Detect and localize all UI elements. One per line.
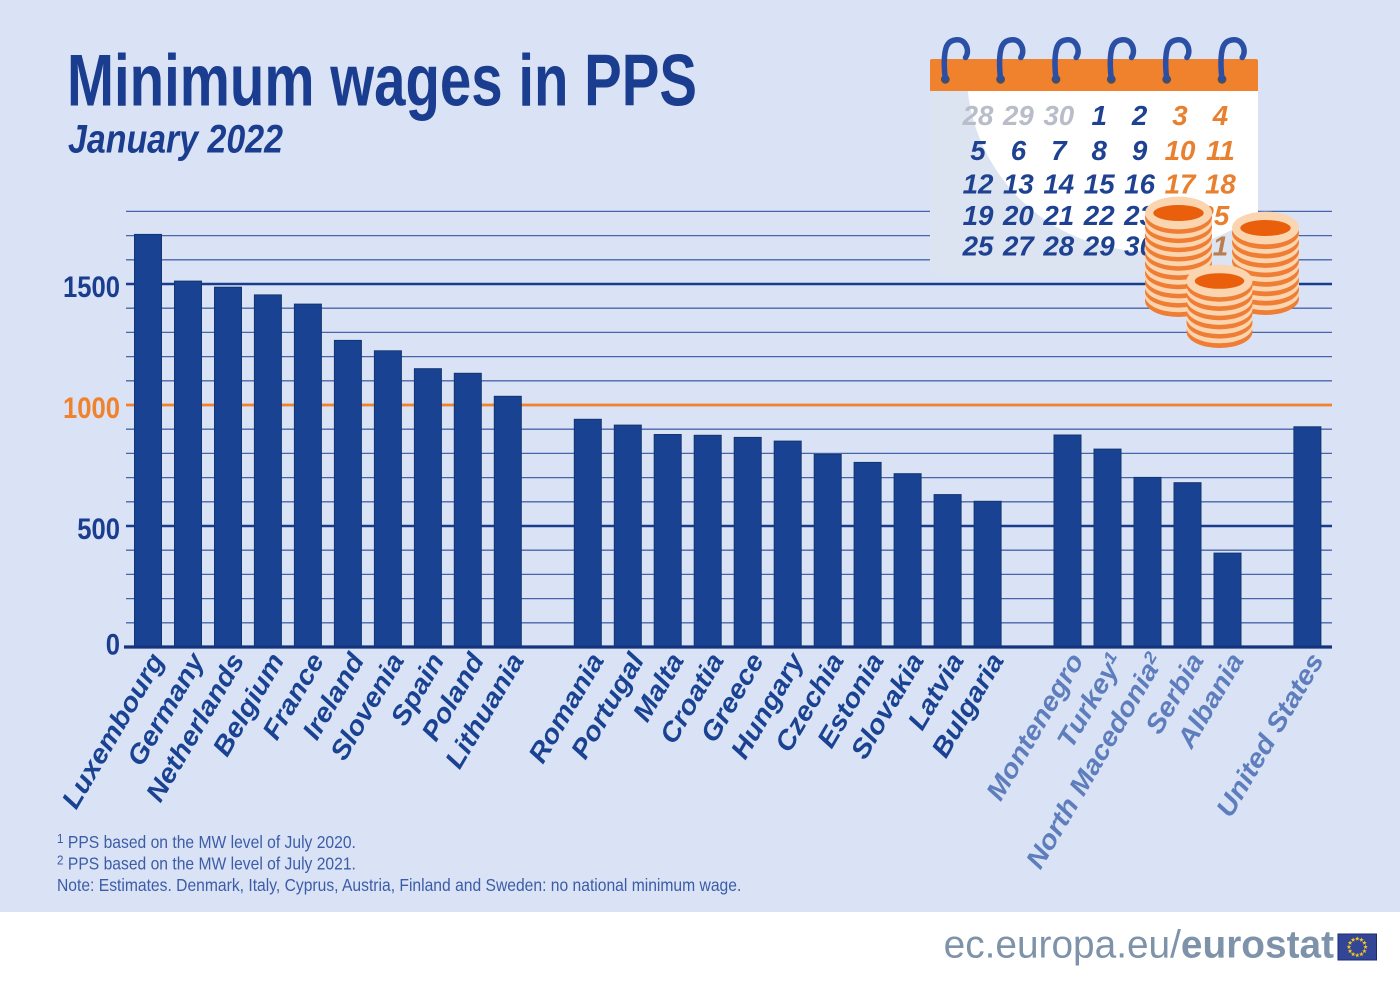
svg-text:January 2022: January 2022	[68, 118, 283, 162]
svg-text:0: 0	[106, 628, 120, 661]
svg-text:11: 11	[1206, 135, 1235, 166]
svg-text:2: 2	[1131, 100, 1148, 131]
svg-text:10: 10	[1165, 135, 1196, 166]
svg-text:4: 4	[1212, 100, 1229, 131]
svg-text:5: 5	[970, 135, 986, 166]
svg-text:13: 13	[1003, 168, 1034, 199]
svg-text:20: 20	[1002, 200, 1034, 231]
svg-text:1500: 1500	[63, 270, 120, 303]
svg-text:30: 30	[1043, 100, 1074, 131]
svg-text:Note: Estimates. Denmark, Ital: Note: Estimates. Denmark, Italy, Cyprus,…	[57, 875, 741, 895]
svg-text:14: 14	[1043, 168, 1074, 199]
svg-text:17: 17	[1165, 168, 1197, 199]
svg-text:7: 7	[1051, 135, 1068, 166]
svg-text:ec.europa.eu/eurostat: ec.europa.eu/eurostat	[944, 924, 1334, 967]
svg-text:500: 500	[77, 512, 120, 545]
svg-text:19: 19	[963, 200, 994, 231]
svg-text:3: 3	[1172, 100, 1188, 131]
svg-text:22: 22	[1083, 200, 1115, 231]
svg-text:27: 27	[1002, 230, 1035, 261]
svg-text:1: 1	[1091, 100, 1106, 131]
svg-text:15: 15	[1084, 168, 1115, 199]
svg-text:16: 16	[1124, 168, 1155, 199]
svg-text:6: 6	[1011, 135, 1027, 166]
svg-text:1: 1	[1213, 230, 1228, 261]
svg-text:28: 28	[1042, 230, 1074, 261]
svg-text:9: 9	[1132, 135, 1148, 166]
svg-text:18: 18	[1205, 168, 1236, 199]
svg-text:1000: 1000	[63, 391, 120, 424]
svg-text:29: 29	[1002, 100, 1034, 131]
svg-text:21: 21	[1042, 200, 1074, 231]
svg-text:8: 8	[1091, 135, 1107, 166]
svg-text:28: 28	[962, 100, 994, 131]
svg-text:29: 29	[1083, 230, 1115, 261]
svg-text:12: 12	[963, 168, 994, 199]
svg-text:Minimum wages in PPS: Minimum wages in PPS	[67, 41, 697, 122]
svg-text:25: 25	[962, 230, 994, 261]
